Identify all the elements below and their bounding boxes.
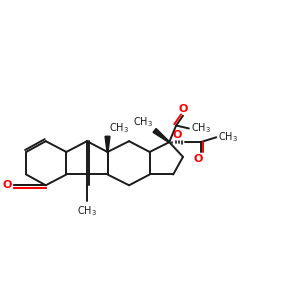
Polygon shape <box>105 136 110 152</box>
Text: O: O <box>194 154 203 164</box>
Text: CH$_3$: CH$_3$ <box>77 204 97 218</box>
Text: O: O <box>172 130 182 140</box>
Text: O: O <box>178 104 188 114</box>
Text: CH$_3$: CH$_3$ <box>110 122 130 135</box>
Text: O: O <box>2 180 11 190</box>
Text: CH$_3$: CH$_3$ <box>133 116 153 129</box>
Polygon shape <box>153 128 169 142</box>
Text: CH$_3$: CH$_3$ <box>191 122 211 135</box>
Text: CH$_3$: CH$_3$ <box>218 130 238 144</box>
